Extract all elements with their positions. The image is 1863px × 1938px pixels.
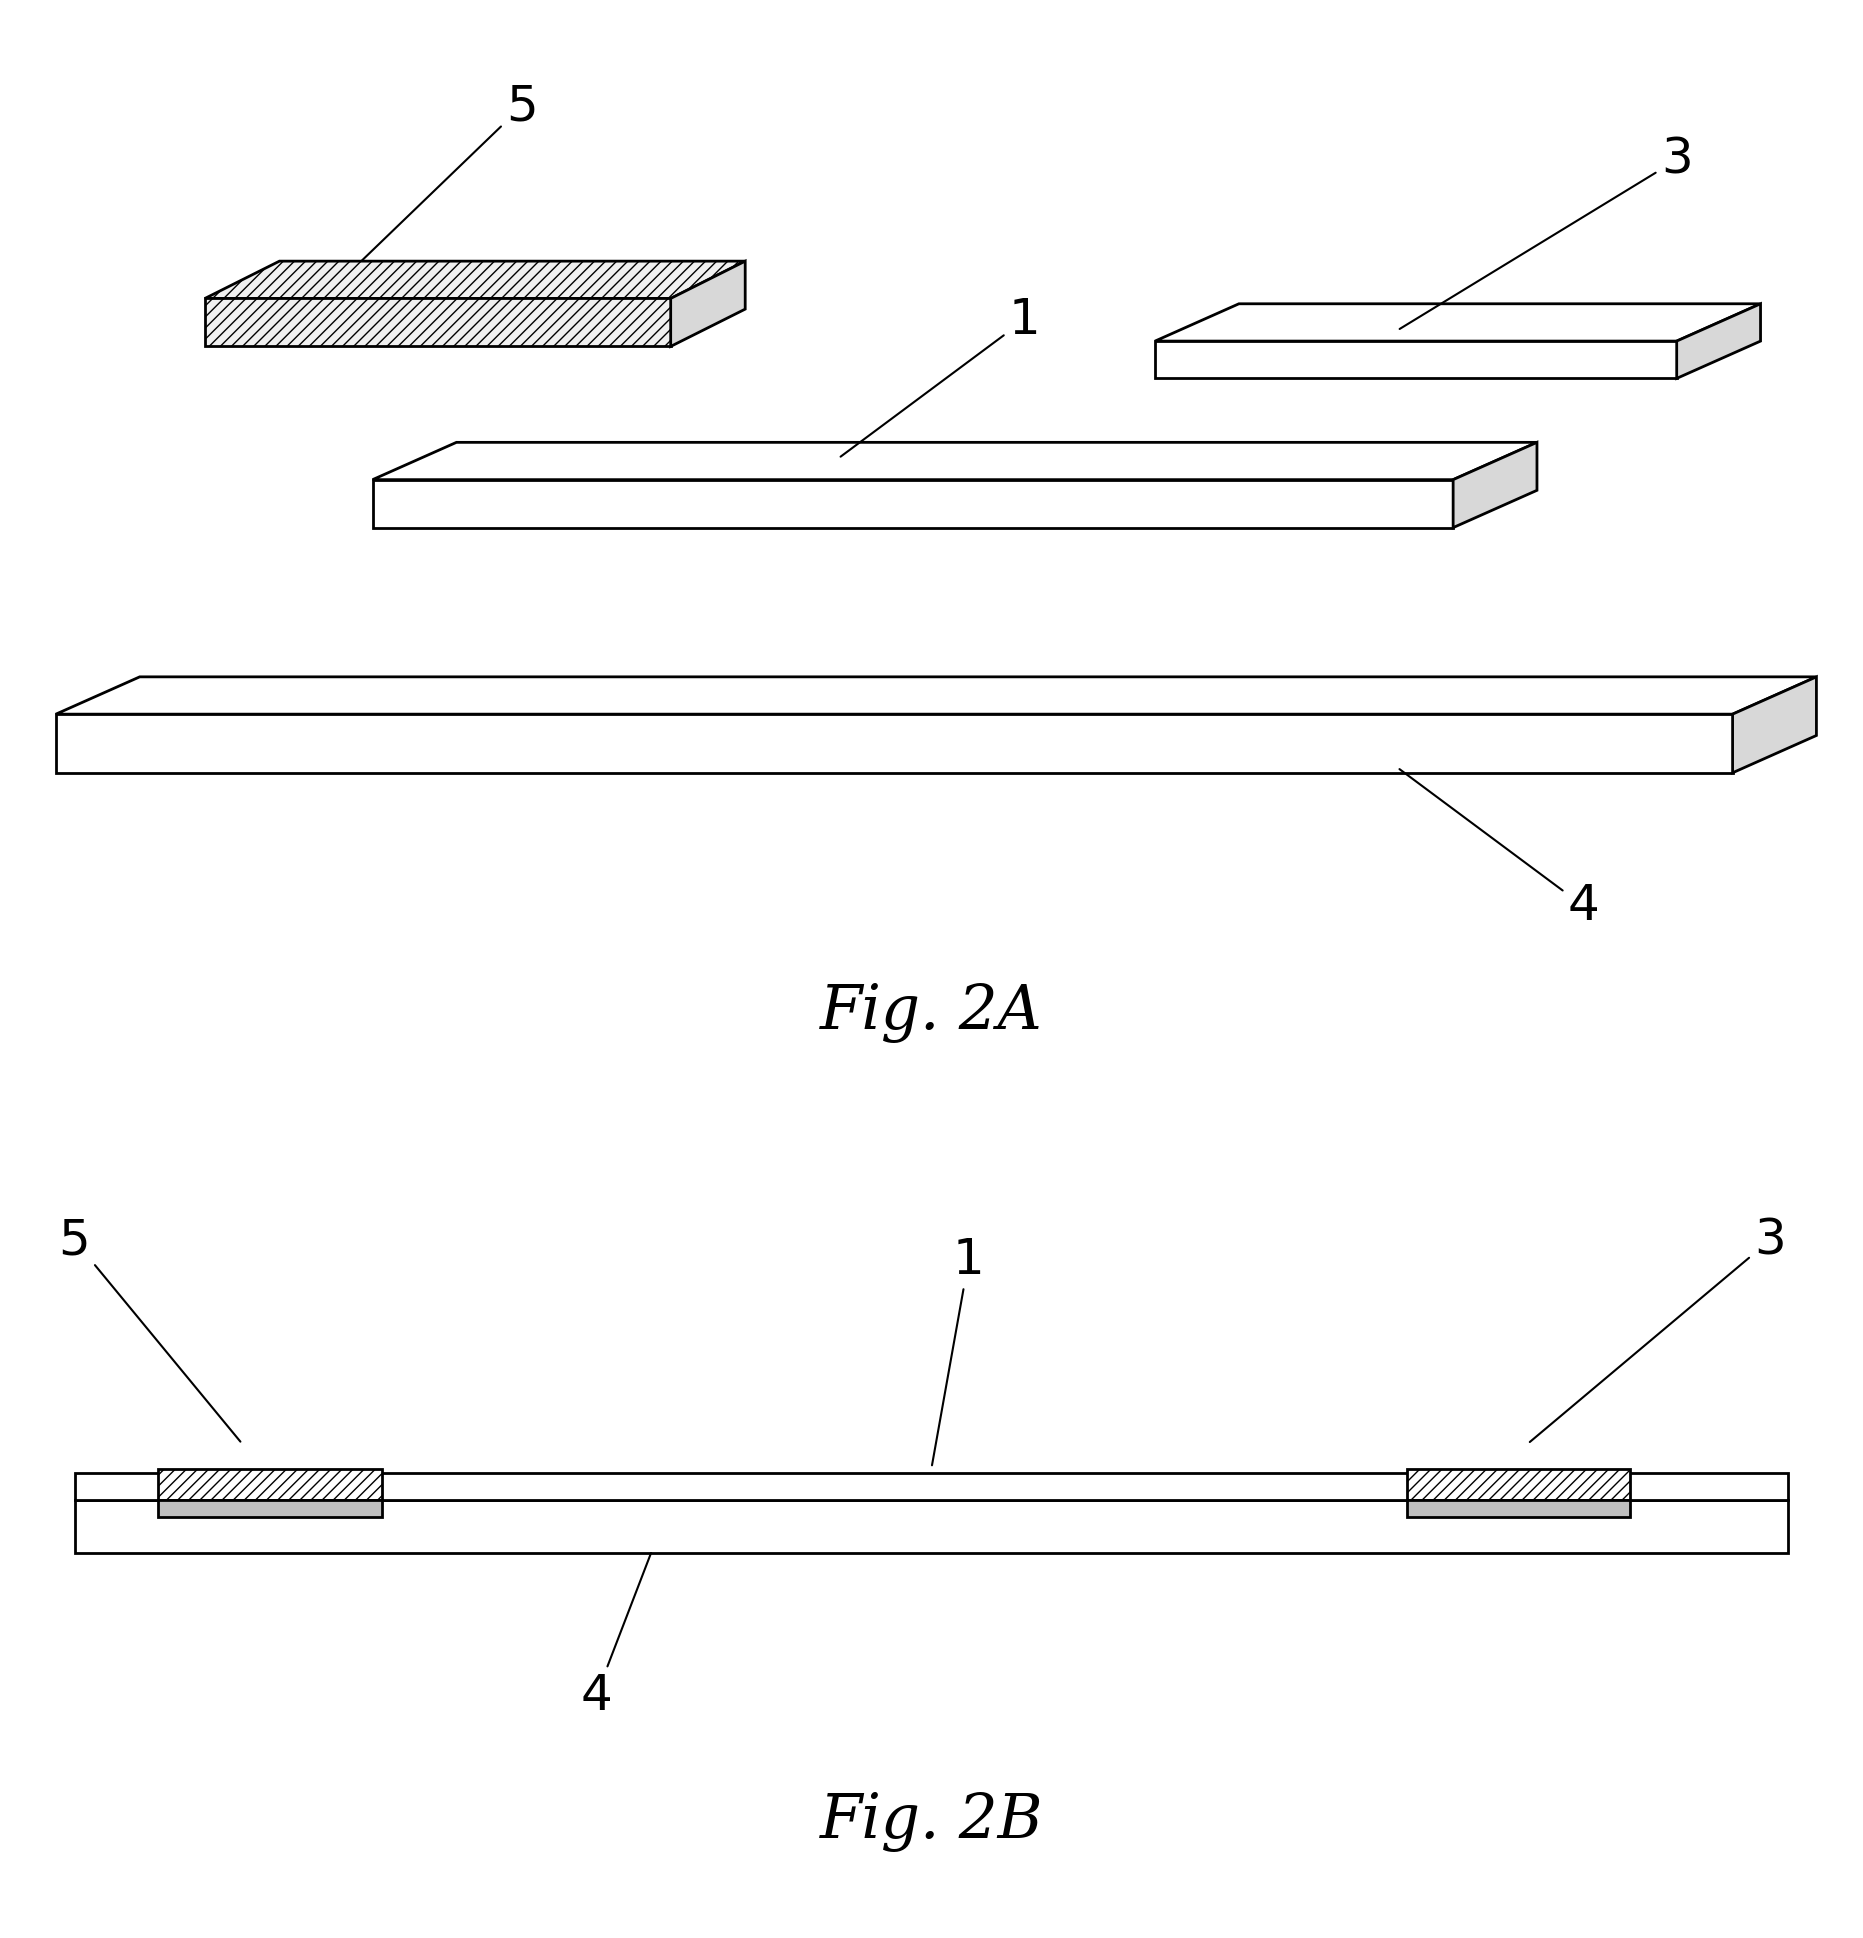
Polygon shape bbox=[1155, 341, 1677, 378]
Polygon shape bbox=[56, 676, 1816, 715]
Text: 4: 4 bbox=[579, 1552, 650, 1719]
Text: 1: 1 bbox=[932, 1236, 986, 1465]
Text: 3: 3 bbox=[1530, 1217, 1787, 1442]
Text: Fig. 2B: Fig. 2B bbox=[820, 1793, 1043, 1851]
Polygon shape bbox=[56, 715, 1733, 773]
Text: 5: 5 bbox=[347, 83, 538, 275]
FancyBboxPatch shape bbox=[75, 1473, 1788, 1500]
Text: 3: 3 bbox=[1399, 136, 1693, 329]
Polygon shape bbox=[1453, 442, 1537, 527]
FancyBboxPatch shape bbox=[1407, 1469, 1630, 1500]
Text: 4: 4 bbox=[1399, 769, 1600, 930]
Text: 1: 1 bbox=[840, 297, 1041, 457]
Polygon shape bbox=[205, 298, 671, 347]
FancyBboxPatch shape bbox=[158, 1500, 382, 1517]
Polygon shape bbox=[1155, 304, 1761, 341]
Polygon shape bbox=[373, 479, 1453, 527]
Polygon shape bbox=[1677, 304, 1761, 378]
FancyBboxPatch shape bbox=[158, 1469, 382, 1500]
Text: Fig. 2A: Fig. 2A bbox=[820, 983, 1043, 1043]
Text: 5: 5 bbox=[58, 1217, 240, 1442]
Polygon shape bbox=[1733, 676, 1816, 773]
Polygon shape bbox=[205, 262, 745, 298]
FancyBboxPatch shape bbox=[1407, 1500, 1630, 1517]
Polygon shape bbox=[671, 262, 745, 347]
Polygon shape bbox=[373, 442, 1537, 479]
FancyBboxPatch shape bbox=[75, 1500, 1788, 1554]
